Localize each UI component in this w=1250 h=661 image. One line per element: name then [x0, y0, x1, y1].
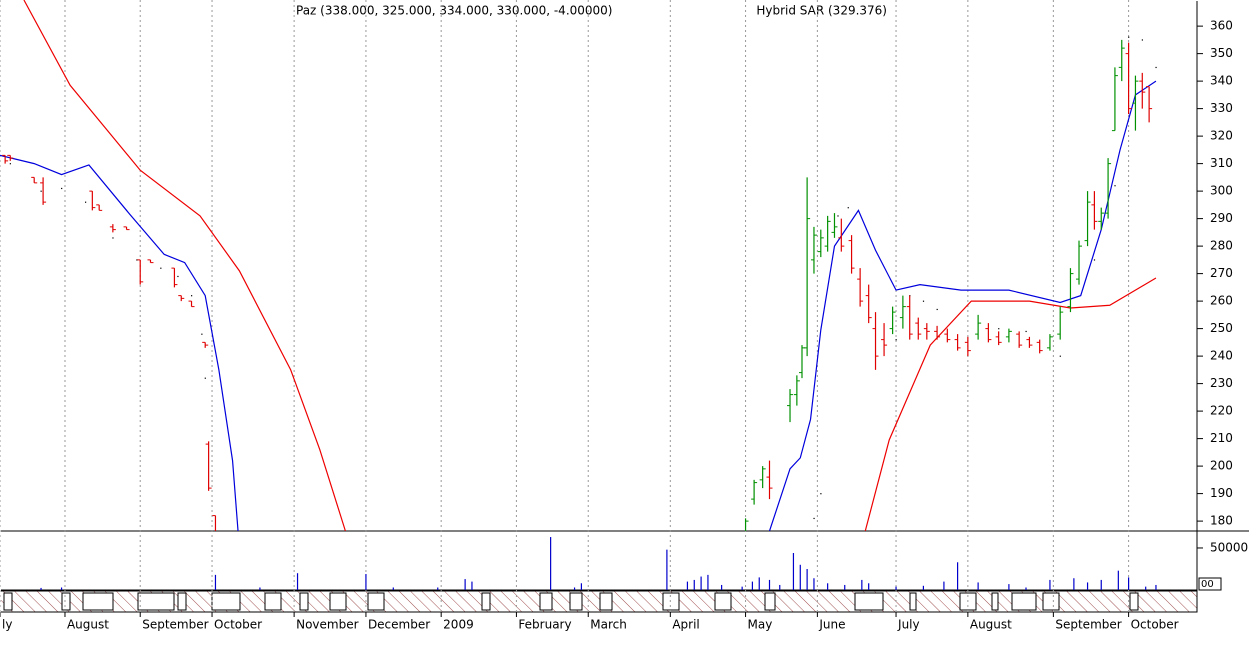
x-tick-label: May: [748, 618, 773, 632]
y-tick-label: 280: [1210, 239, 1233, 253]
x-tick-label: October: [214, 618, 262, 632]
x-tick-label: August: [67, 618, 109, 632]
ma-line: [0, 80, 1157, 531]
y-tick-label: 240: [1210, 349, 1233, 363]
volume-box: [1198, 577, 1222, 591]
x-tick-label: 2009: [443, 618, 474, 632]
x-tick-label: October: [1131, 618, 1179, 632]
x-tick-label: December: [368, 618, 430, 632]
sar-dot: [813, 517, 815, 520]
y-tick-label: 320: [1210, 129, 1233, 143]
x-tick-label: June: [818, 618, 845, 632]
sar-dot: [191, 295, 193, 297]
sar-dot: [40, 190, 42, 192]
sar-dot: [895, 339, 897, 341]
chart-title: Paz (338.000, 325.000, 334.000, 330.000,…: [296, 4, 613, 18]
x-tick-label: September: [142, 618, 208, 632]
y-tick-label: 290: [1210, 211, 1233, 225]
y-tick-label: 300: [1210, 184, 1233, 198]
sar-dot: [201, 333, 203, 335]
y-tick-label: 220: [1210, 404, 1233, 418]
sar-dot: [204, 377, 206, 379]
indicator-label: Hybrid SAR (329.376): [756, 4, 887, 18]
sar-dot: [998, 328, 1000, 330]
volume-tick-label: 50000: [1210, 540, 1248, 554]
sar-dot: [1128, 36, 1130, 38]
y-tick-label: 230: [1210, 376, 1233, 390]
y-tick-label: 210: [1210, 431, 1233, 445]
sar-dot: [847, 207, 849, 209]
sar-dot: [1093, 259, 1096, 261]
sar-dot: [1114, 185, 1116, 187]
y-tick-label: 260: [1210, 294, 1233, 308]
volume-panel: [40, 537, 1157, 590]
x-tick-label: ly: [2, 618, 12, 632]
ma-line: [23, 0, 1157, 531]
y-tick-label: 340: [1210, 74, 1233, 88]
sar-dot: [820, 493, 822, 495]
sar-dot: [936, 308, 938, 311]
y-tick-label: 200: [1210, 459, 1233, 473]
sar-dot: [9, 163, 11, 165]
y-tick-label: 350: [1210, 46, 1233, 60]
x-tick-label: September: [1055, 618, 1121, 632]
volume-box-label: 00: [1201, 579, 1214, 590]
y-tick-label: 190: [1210, 486, 1233, 500]
sar-dot: [61, 187, 63, 190]
sar-dot: [1025, 330, 1027, 333]
x-tick-label: November: [296, 618, 358, 632]
sar-dot: [1059, 355, 1061, 357]
y-tick-label: 360: [1210, 19, 1233, 33]
sar-dot: [112, 237, 114, 239]
sar-dot: [837, 215, 839, 217]
x-tick-label: March: [590, 618, 627, 632]
sar-dot: [177, 275, 179, 278]
price-panel: [0, 0, 1157, 531]
y-tick-label: 180: [1210, 514, 1233, 528]
x-tick-label: August: [970, 618, 1012, 632]
sar-dot: [160, 267, 162, 269]
sar-dot: [136, 259, 138, 261]
y-tick-label: 270: [1210, 266, 1233, 280]
sar-dot: [922, 300, 925, 302]
y-tick-label: 250: [1210, 321, 1233, 335]
sar-dot: [1155, 66, 1157, 69]
y-tick-label: 310: [1210, 156, 1233, 170]
x-tick-label: February: [518, 618, 571, 632]
y-tick-label: 330: [1210, 101, 1233, 115]
sar-dot: [85, 201, 87, 203]
x-tick-label: July: [897, 618, 920, 632]
x-tick-label: April: [672, 618, 699, 632]
sar-dot: [1141, 39, 1143, 41]
